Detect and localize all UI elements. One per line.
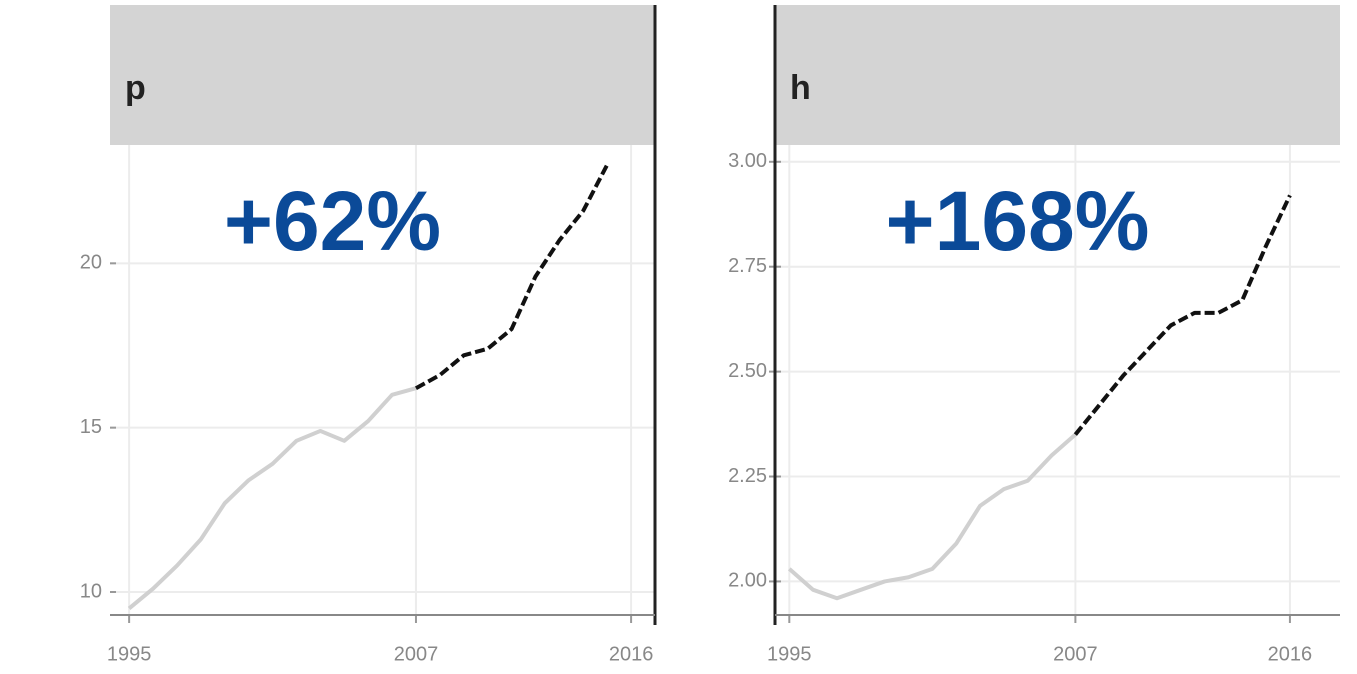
panel-header bbox=[110, 5, 655, 145]
x-tick-label: 2007 bbox=[394, 643, 439, 665]
y-tick-label: 2.50 bbox=[728, 360, 767, 382]
line-series bbox=[787, 433, 1077, 601]
y-tick-label: 10 bbox=[80, 580, 102, 602]
panel-label: h bbox=[790, 69, 811, 107]
x-tick-label: 1995 bbox=[107, 643, 152, 665]
line-series bbox=[415, 163, 609, 390]
x-tick-label: 2016 bbox=[1268, 643, 1313, 665]
y-tick-label: 20 bbox=[80, 252, 102, 274]
line-series bbox=[1073, 194, 1292, 436]
y-tick-label: 3.00 bbox=[728, 150, 767, 172]
panel-header bbox=[775, 5, 1340, 145]
annotation: +168% bbox=[886, 174, 1150, 268]
y-tick-label: 2.25 bbox=[728, 465, 767, 487]
x-tick-label: 2007 bbox=[1053, 643, 1098, 665]
y-tick-label: 15 bbox=[80, 416, 102, 438]
y-tick-label: 2.75 bbox=[728, 255, 767, 277]
line-series bbox=[127, 386, 417, 610]
panel-label: p bbox=[125, 69, 146, 107]
annotation: +62% bbox=[224, 174, 441, 268]
y-tick-label: 2.00 bbox=[728, 570, 767, 592]
x-tick-label: 1995 bbox=[767, 643, 812, 665]
x-tick-label: 2016 bbox=[609, 643, 654, 665]
